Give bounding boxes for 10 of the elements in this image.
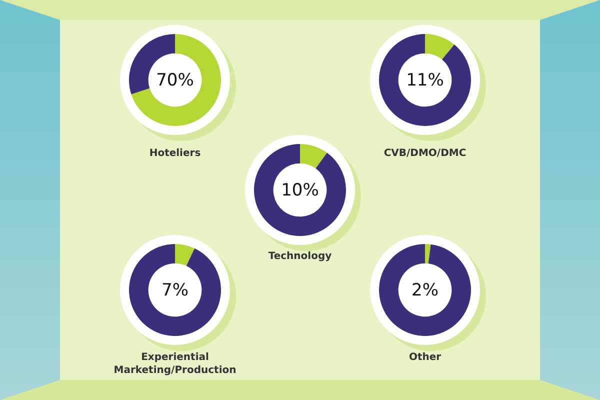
text: Experiential Marketing/Production: [112, 351, 238, 377]
text: Hoteliers: [148, 147, 202, 160]
text: 70%: [156, 70, 194, 90]
text: Technology: [267, 250, 333, 263]
text: 10%: [281, 180, 319, 200]
text: CVB/DMO/DMC: [382, 147, 468, 160]
text: Other: [408, 351, 442, 364]
text: 2%: [412, 280, 438, 300]
text: 7%: [162, 280, 188, 300]
text: 11%: [406, 70, 444, 90]
